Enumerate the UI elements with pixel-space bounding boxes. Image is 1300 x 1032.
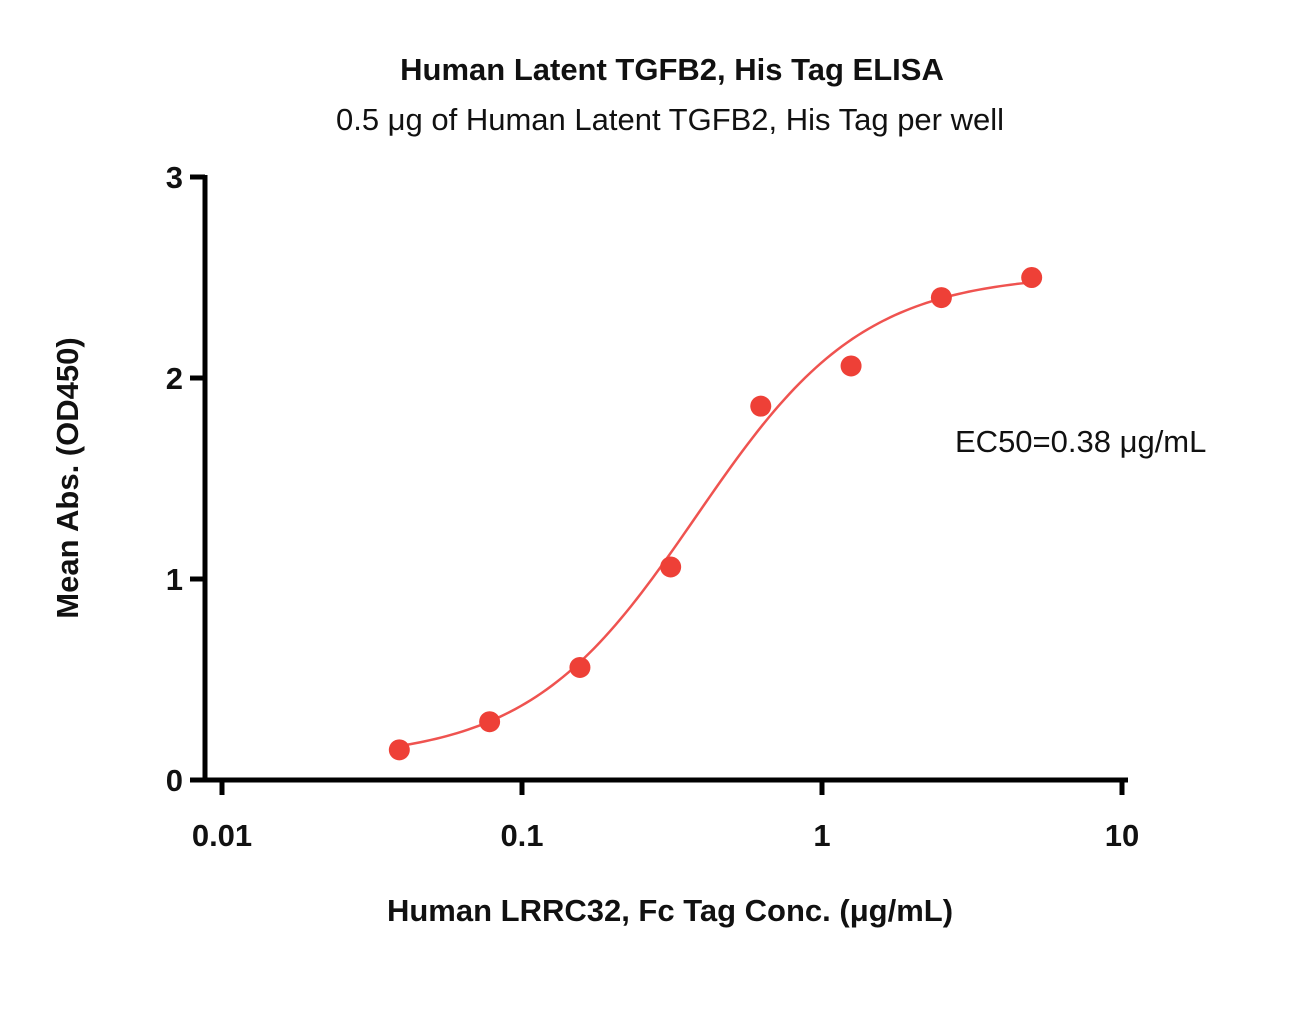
data-point [930, 287, 952, 309]
x-tick-label: 1 [813, 818, 830, 853]
y-tick-label: 0 [166, 763, 183, 798]
axes [202, 175, 1128, 783]
fit-curve [398, 281, 1033, 748]
data-point [1021, 267, 1043, 288]
x-tick-label: 10 [1105, 818, 1139, 853]
x-tick-label: 0.1 [500, 818, 543, 853]
data-point [660, 556, 682, 578]
axis-ticks [190, 174, 1125, 795]
chart-subtitle: 0.5 μg of Human Latent TGFB2, His Tag pe… [336, 102, 1004, 137]
ec50-annotation: EC50=0.38 μg/mL [955, 424, 1206, 459]
chart-title: Human Latent TGFB2, His Tag ELISA [400, 52, 944, 87]
y-tick-label: 2 [166, 361, 183, 396]
data-point [840, 355, 862, 377]
data-point [750, 395, 772, 417]
data-point [388, 739, 410, 761]
y-axis-label: Mean Abs. (OD450) [50, 337, 85, 618]
data-point [569, 656, 591, 678]
x-tick-label: 0.01 [192, 818, 252, 853]
y-tick-label: 3 [166, 160, 183, 195]
y-tick-label: 1 [166, 562, 183, 597]
data-point [479, 711, 501, 733]
x-axis-label: Human LRRC32, Fc Tag Conc. (μg/mL) [387, 893, 953, 928]
tick-labels: 0.01 0.1 1 10 0 1 2 3 [166, 160, 1139, 853]
data-points [388, 267, 1043, 761]
fit-curve-group [398, 281, 1033, 748]
